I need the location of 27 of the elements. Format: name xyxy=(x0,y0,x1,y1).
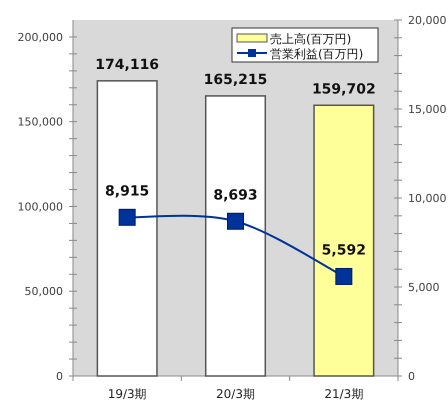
x-tick-label: 21/3期 xyxy=(324,387,364,401)
bar xyxy=(313,104,374,377)
data-label: 174,116 xyxy=(95,56,160,73)
point xyxy=(118,208,136,226)
y2-tick-label: 5,000 xyxy=(408,281,440,294)
data-label: 8,693 xyxy=(213,187,258,204)
bar xyxy=(96,80,158,377)
bar xyxy=(204,95,266,377)
point xyxy=(227,212,244,230)
y-tick-label: 50,000 xyxy=(24,285,63,298)
data-label: 165,215 xyxy=(204,72,268,88)
data-label: 5,592 xyxy=(322,242,366,258)
data-label: 159,702 xyxy=(312,81,376,98)
x-tick-label: 20/3期 xyxy=(216,387,255,401)
point xyxy=(335,268,352,285)
y-tick-label: 200,000 xyxy=(18,30,63,44)
y-tick-label: 150,000 xyxy=(18,116,63,129)
data-label: 8,915 xyxy=(105,183,150,200)
y-tick-label: 0 xyxy=(56,370,63,383)
y-tick-label: 100,000 xyxy=(18,200,63,214)
y2-tick-label: 10,000 xyxy=(408,192,446,205)
y2-tick-label: 0 xyxy=(408,370,415,383)
legend-label: 営業利益(百万円) xyxy=(270,47,364,61)
legend-label: 売上高(百万円) xyxy=(270,32,352,46)
y2-tick-label: 20,000 xyxy=(408,14,446,27)
x-tick-label: 19/3期 xyxy=(108,387,147,401)
y2-tick-label: 15,000 xyxy=(408,103,446,116)
